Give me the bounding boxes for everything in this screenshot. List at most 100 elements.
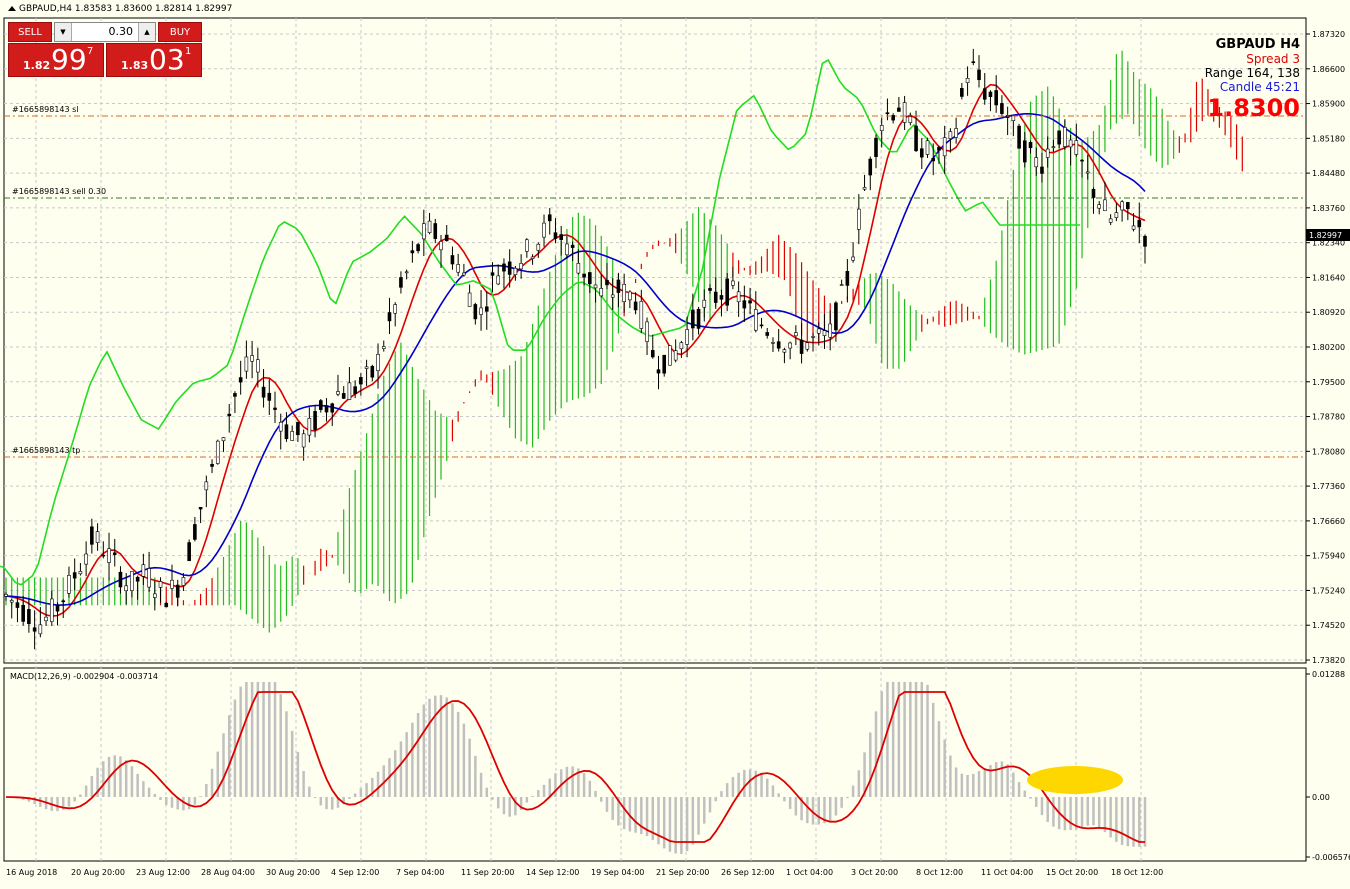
lot-size-input[interactable]: ▼ 0.30 ▲ <box>54 22 156 42</box>
candle-body <box>925 140 930 155</box>
candle-body <box>719 295 724 300</box>
candle-body <box>210 463 214 467</box>
candle-body <box>27 609 31 625</box>
time-tick-label: 3 Oct 20:00 <box>851 868 898 877</box>
price-tick-label: 1.83760 <box>1312 204 1345 213</box>
candle-body <box>427 220 432 233</box>
candle-body <box>988 91 993 98</box>
candle-body <box>72 572 77 579</box>
candle-body <box>862 187 867 190</box>
candle-body <box>376 354 380 372</box>
bid-sup: 7 <box>87 46 94 57</box>
candle-body <box>15 602 20 608</box>
candle-body <box>101 554 106 557</box>
lot-down-arrow-icon[interactable]: ▼ <box>55 23 72 41</box>
time-tick-label: 19 Sep 04:00 <box>591 868 644 877</box>
symbol-info-panel: GBPAUD H4 Spread 3 Range 164, 138 Candle… <box>1205 38 1300 123</box>
buy-button[interactable]: BUY <box>158 22 202 42</box>
candle-body <box>668 345 672 366</box>
order-sl-line-label: #1665898143 sl <box>12 105 79 114</box>
candle-body <box>633 301 638 311</box>
candle-body <box>1051 146 1056 149</box>
candle-body <box>1114 212 1119 218</box>
candle-body <box>713 291 718 303</box>
candle-body <box>416 244 420 252</box>
candle-body <box>977 69 981 81</box>
time-tick-label: 26 Sep 12:00 <box>721 868 774 877</box>
candle-body <box>1085 171 1090 174</box>
candle-body <box>433 223 438 239</box>
price-tick-label: 1.78780 <box>1312 413 1345 422</box>
candle-body <box>1103 199 1107 212</box>
candle-body <box>868 158 873 176</box>
one-click-trading-panel: SELL ▼ 0.30 ▲ BUY 1.82 99 7 1.83 03 1 <box>8 22 202 78</box>
candle-body <box>1108 218 1113 223</box>
candle-body <box>1137 219 1142 228</box>
candle-body <box>158 581 163 588</box>
price-tick-label: 1.74520 <box>1312 621 1345 630</box>
candle-body <box>221 437 226 442</box>
candle-body <box>942 137 947 157</box>
candle-body <box>215 440 220 464</box>
sell-button[interactable]: SELL <box>8 22 52 42</box>
candle-body <box>313 411 317 430</box>
candle-body <box>994 90 998 106</box>
candle-body <box>650 350 655 358</box>
candle-body <box>244 356 249 372</box>
bid-price-button[interactable]: 1.82 99 7 <box>8 43 104 77</box>
highlight-ellipse <box>1027 766 1123 794</box>
time-tick-label: 8 Oct 12:00 <box>916 868 963 877</box>
price-tick-label: 1.85900 <box>1312 100 1345 109</box>
candle-body <box>135 576 140 582</box>
price-tick-label: 1.75940 <box>1312 552 1345 561</box>
candle-body <box>410 250 415 254</box>
candle-body <box>370 366 375 378</box>
price-tick-label: 1.79500 <box>1312 378 1345 387</box>
time-tick-label: 15 Oct 20:00 <box>1046 868 1098 877</box>
time-tick-label: 7 Sep 04:00 <box>396 868 444 877</box>
ask-price-button[interactable]: 1.83 03 1 <box>106 43 202 77</box>
candle-body <box>1045 148 1050 158</box>
macd-signal-line <box>5 691 1145 843</box>
candle-body <box>708 288 712 291</box>
candle-body <box>588 272 592 285</box>
candle-body <box>278 421 283 432</box>
collapse-icon[interactable] <box>8 6 16 11</box>
candle-body <box>84 553 88 565</box>
bid-small: 1.82 <box>23 59 51 72</box>
lot-value[interactable]: 0.30 <box>108 25 134 38</box>
info-candle: Candle 45:21 <box>1219 80 1300 94</box>
candle-body <box>290 431 294 441</box>
lot-up-arrow-icon[interactable]: ▲ <box>138 23 155 41</box>
candle-body <box>553 232 558 239</box>
candle-body <box>582 273 586 278</box>
time-axis: 16 Aug 2018 20 Aug 20:00 23 Aug 12:00 28 Au… <box>6 868 1163 877</box>
candle-body <box>479 307 483 315</box>
order-tp-line-label: #1665898143 tp <box>12 446 80 455</box>
price-tick-label: 1.80920 <box>1312 308 1345 317</box>
candle-body <box>542 222 546 238</box>
candle-body <box>359 377 363 385</box>
bid-big: 99 <box>51 43 87 76</box>
candle-body <box>502 263 506 272</box>
candle-body <box>565 243 569 256</box>
candle-body <box>960 88 964 97</box>
candle-body <box>187 542 191 562</box>
candle-body <box>130 571 134 591</box>
candle-body <box>1040 166 1044 174</box>
candle-body <box>673 350 678 361</box>
candle-body <box>919 148 924 158</box>
candle-body <box>238 377 243 383</box>
price-tick-label: 1.75240 <box>1312 586 1345 595</box>
candle-body <box>318 400 323 410</box>
candle-body <box>897 107 901 112</box>
candle-body <box>364 366 369 369</box>
candle-body <box>525 239 529 252</box>
candle-body <box>1034 157 1039 168</box>
candle-body <box>284 424 289 440</box>
ask-sup: 1 <box>185 46 192 57</box>
candle-body <box>771 342 775 344</box>
candle-body <box>153 593 157 598</box>
